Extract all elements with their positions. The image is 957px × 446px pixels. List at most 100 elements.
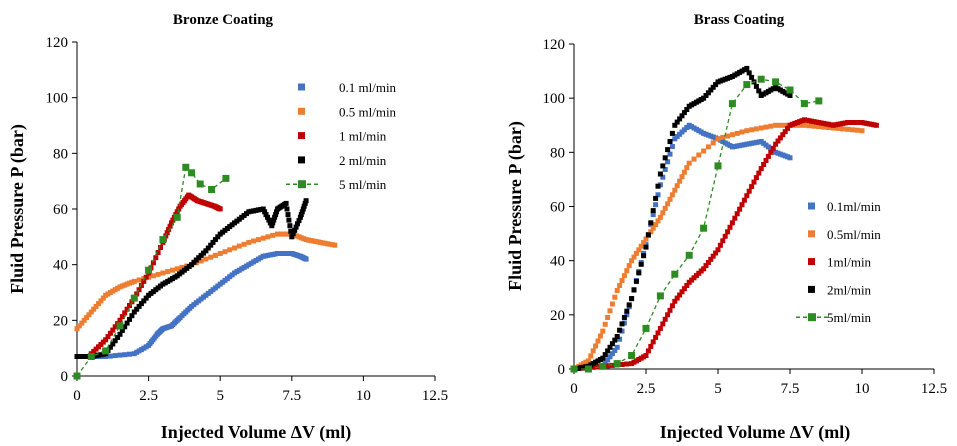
data-point xyxy=(708,256,714,262)
x-tick-label: 7.5 xyxy=(781,381,800,397)
data-point xyxy=(296,218,302,224)
data-point xyxy=(645,348,651,354)
series-4 xyxy=(73,163,230,380)
data-point xyxy=(212,237,218,243)
data-point xyxy=(273,212,279,218)
series-0 xyxy=(571,122,793,372)
data-point xyxy=(800,100,808,108)
data-point xyxy=(700,224,708,232)
data-point xyxy=(656,292,664,300)
data-point xyxy=(782,122,788,128)
data-point xyxy=(222,174,230,182)
data-point xyxy=(155,250,161,256)
x-tick-label: 2.5 xyxy=(139,388,158,404)
data-point xyxy=(299,209,305,215)
data-point xyxy=(115,335,121,340)
data-point xyxy=(74,326,80,332)
data-point xyxy=(79,320,85,326)
data-point xyxy=(633,278,639,284)
data-point xyxy=(295,221,300,227)
data-point xyxy=(629,258,635,264)
data-point xyxy=(96,301,101,307)
legend-label: 0.5ml/min xyxy=(827,227,881,242)
data-point xyxy=(130,294,138,302)
data-point xyxy=(710,253,716,259)
series-3 xyxy=(571,65,793,372)
data-point xyxy=(669,130,675,136)
data-point xyxy=(251,238,257,244)
data-point xyxy=(768,123,774,129)
data-point xyxy=(298,212,304,218)
data-point xyxy=(815,97,823,105)
data-point xyxy=(761,162,767,167)
data-point xyxy=(751,179,757,185)
series-3 xyxy=(74,198,309,359)
data-point xyxy=(269,223,275,229)
data-point xyxy=(117,331,123,337)
data-point xyxy=(155,271,161,277)
plot-area xyxy=(73,163,338,380)
data-point xyxy=(785,125,791,131)
data-point xyxy=(643,244,649,250)
data-point xyxy=(660,174,666,180)
data-point xyxy=(117,317,123,323)
data-point xyxy=(691,156,697,162)
y-ticks: 0 20 40 60 80 100 120 xyxy=(543,37,574,378)
data-point xyxy=(667,196,673,202)
data-point xyxy=(262,209,268,215)
data-point xyxy=(595,338,601,344)
data-point xyxy=(612,337,618,343)
data-point xyxy=(232,245,237,251)
data-point xyxy=(703,93,709,98)
legend: 0.1 ml/min 0.5 ml/min 1 ml/min 2 ml/min 5 ml… xyxy=(286,80,397,192)
data-point xyxy=(763,124,769,130)
data-point xyxy=(713,82,719,88)
data-point xyxy=(208,242,214,248)
data-point xyxy=(609,341,615,347)
brass-chart: Brass Coating 0 2.5 5 7.5 10 12.5 0 20 40 60 80 10… xyxy=(505,12,947,443)
data-point xyxy=(607,354,613,360)
data-point xyxy=(758,166,764,172)
data-point xyxy=(849,127,855,133)
data-point xyxy=(681,169,687,175)
data-point xyxy=(777,135,783,141)
data-point xyxy=(671,270,679,278)
data-point xyxy=(645,232,651,238)
data-point xyxy=(642,324,650,332)
data-point xyxy=(297,214,303,220)
data-point xyxy=(665,201,671,207)
y-tick-label: 120 xyxy=(46,35,69,51)
data-point xyxy=(710,140,716,146)
data-point xyxy=(136,303,142,309)
data-point xyxy=(650,225,656,231)
data-point xyxy=(136,287,142,293)
data-point xyxy=(173,213,181,221)
data-point xyxy=(212,252,218,258)
data-point xyxy=(786,86,794,94)
legend-label: 5 ml/min xyxy=(339,177,387,192)
data-point xyxy=(614,334,620,339)
data-point xyxy=(182,163,190,171)
data-point xyxy=(734,211,740,217)
y-ticks: 0 20 40 60 80 100 120 xyxy=(46,35,77,385)
data-point xyxy=(672,187,678,193)
data-point xyxy=(734,130,740,136)
y-tick-label: 40 xyxy=(53,258,68,274)
legend-label: 5ml/min xyxy=(827,310,872,325)
data-point xyxy=(840,126,846,132)
data-point xyxy=(255,237,261,243)
x-axis-label: Injected Volume ΔV (ml) xyxy=(660,422,850,443)
data-point xyxy=(703,263,709,269)
data-point xyxy=(612,348,618,353)
data-point xyxy=(272,214,278,220)
data-point xyxy=(174,209,180,215)
data-point xyxy=(681,110,687,116)
data-point xyxy=(131,278,137,284)
data-point xyxy=(624,361,630,367)
data-point xyxy=(141,278,147,284)
data-point xyxy=(293,224,299,230)
data-point xyxy=(667,139,673,144)
data-point xyxy=(662,316,668,322)
data-point xyxy=(208,186,216,193)
data-point xyxy=(270,232,276,238)
